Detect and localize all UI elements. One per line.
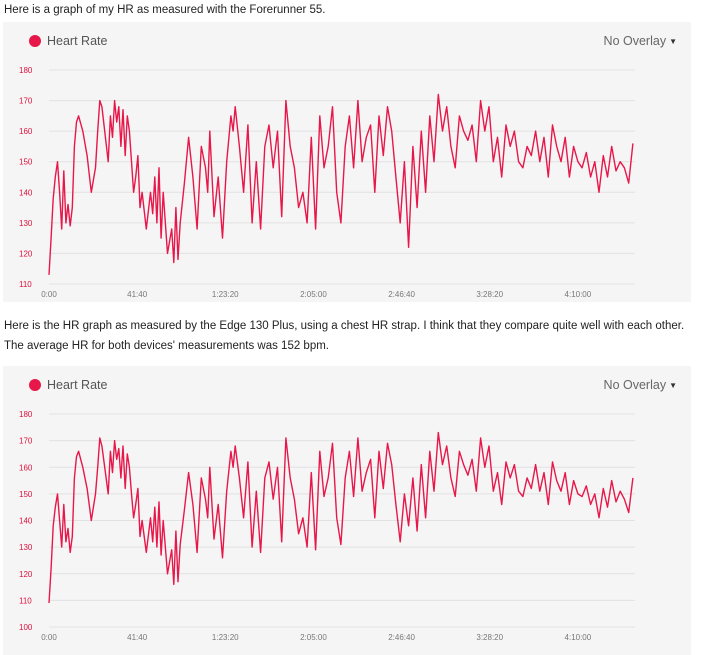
- y-tick-label: 150: [19, 490, 33, 499]
- heart-rate-chart-forerunner: 110 120 130 140 150 160 170 180 0:00 41:40 1:23:20…: [19, 66, 635, 299]
- chart-panel-forerunner: Heart Rate No Overlay ▼ 110 120 130 140 150 1…: [3, 22, 691, 302]
- x-tick-label: 41:40: [127, 633, 148, 642]
- y-tick-label: 130: [19, 543, 33, 552]
- y-tick-label: 170: [19, 97, 33, 106]
- y-tick-label: 180: [19, 410, 33, 419]
- caret-down-icon: ▼: [669, 36, 677, 46]
- y-tick-label: 170: [19, 437, 33, 446]
- gridlines: [49, 69, 635, 285]
- legend-heart-rate[interactable]: Heart Rate: [29, 34, 107, 48]
- x-tick-label: 2:05:00: [300, 633, 327, 642]
- x-tick-label: 1:23:20: [212, 633, 239, 642]
- chart-panel-edge: Heart Rate No Overlay ▼ 100 110 120 130 140 1…: [3, 366, 691, 655]
- x-tick-label: 2:46:40: [388, 633, 415, 642]
- y-tick-label: 140: [19, 517, 33, 526]
- x-tick-label: 2:46:40: [388, 290, 415, 299]
- x-tick-label: 4:10:00: [565, 290, 592, 299]
- heart-rate-series-line: [48, 431, 634, 604]
- legend-dot-icon: [29, 35, 41, 47]
- legend-label: Heart Rate: [47, 378, 108, 392]
- caret-down-icon: ▼: [669, 380, 677, 390]
- y-tick-label: 120: [19, 249, 33, 258]
- y-tick-label: 160: [19, 127, 33, 136]
- y-tick-label: 120: [19, 570, 33, 579]
- heart-rate-series-line: [48, 93, 634, 275]
- legend-dot-icon: [29, 379, 41, 391]
- y-tick-label: 100: [19, 623, 33, 632]
- y-tick-label: 130: [19, 219, 33, 228]
- y-tick-label: 150: [19, 158, 33, 167]
- x-tick-label: 0:00: [41, 633, 57, 642]
- intro-paragraph-edge: Here is the HR graph as measured by the …: [4, 320, 685, 352]
- x-tick-label: 3:28:20: [476, 290, 503, 299]
- y-tick-label: 160: [19, 463, 33, 472]
- overlay-label: No Overlay: [603, 378, 667, 392]
- y-tick-label: 110: [19, 280, 32, 289]
- x-tick-label: 41:40: [127, 290, 148, 299]
- legend-label: Heart Rate: [47, 34, 108, 48]
- overlay-dropdown[interactable]: No Overlay ▼: [604, 34, 677, 48]
- y-tick-label: 140: [19, 188, 33, 197]
- overlay-label: No Overlay: [603, 34, 667, 48]
- x-tick-label: 4:10:00: [565, 633, 592, 642]
- heart-rate-chart-edge: 100 110 120 130 140 150 160 170 180 0:00 41:40 1:23…: [19, 410, 635, 642]
- x-tick-label: 3:28:20: [476, 633, 503, 642]
- intro-paragraph-forerunner: Here is a graph of my HR as measured wit…: [4, 4, 326, 16]
- legend-heart-rate[interactable]: Heart Rate: [29, 378, 107, 392]
- x-tick-label: 0:00: [41, 290, 57, 299]
- x-tick-label: 2:05:00: [300, 290, 327, 299]
- x-tick-label: 1:23:20: [212, 290, 239, 299]
- overlay-dropdown[interactable]: No Overlay ▼: [604, 378, 677, 392]
- y-tick-label: 110: [19, 596, 32, 605]
- y-tick-label: 180: [19, 66, 33, 75]
